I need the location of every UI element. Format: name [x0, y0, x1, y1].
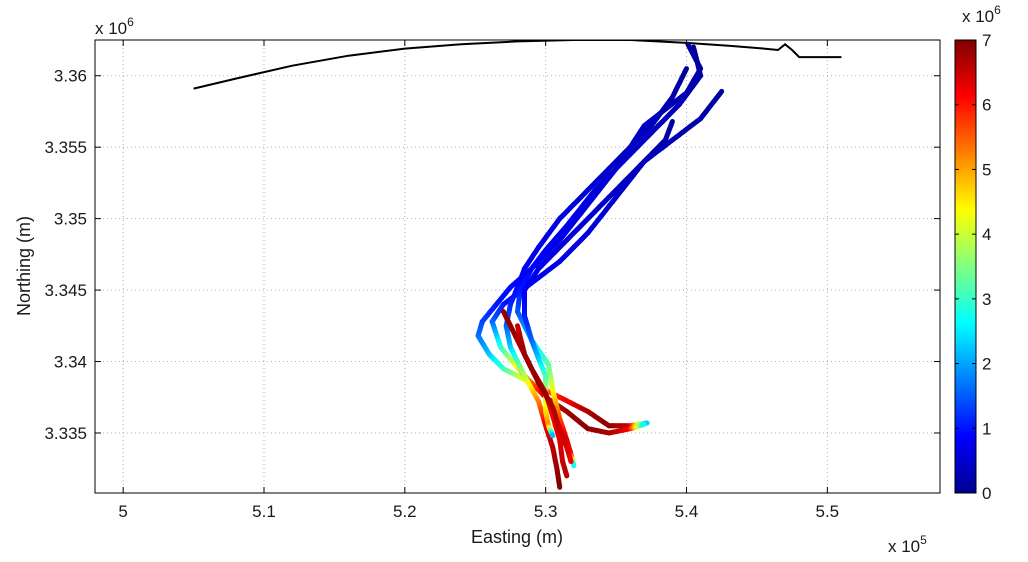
- colorbar-tick-label: 6: [982, 96, 991, 115]
- track-segment: [643, 424, 645, 425]
- colorbar-tick-label: 1: [982, 419, 991, 438]
- colorbar-tick-label: 7: [982, 31, 991, 50]
- y-axis-label: Northing (m): [14, 216, 34, 316]
- y-tick-label: 3.345: [44, 281, 87, 300]
- track-segment: [552, 435, 553, 436]
- x-tick-label: 5.4: [675, 502, 699, 521]
- y-tick-label: 3.355: [44, 138, 87, 157]
- track-segment: [571, 460, 572, 462]
- y-tick-label: 3.335: [44, 424, 87, 443]
- x-axis-label: Easting (m): [471, 527, 563, 547]
- colorbar-tick-label: 2: [982, 355, 991, 374]
- colorbar-tick-label: 0: [982, 484, 991, 503]
- x-tick-label: 5.5: [816, 502, 840, 521]
- colorbar-tick-label: 4: [982, 225, 991, 244]
- x-tick-label: 5: [118, 502, 127, 521]
- y-tick-label: 3.36: [54, 67, 87, 86]
- colorbar-tick-label: 3: [982, 290, 991, 309]
- track-segment: [566, 474, 567, 476]
- x-tick-label: 5.3: [534, 502, 558, 521]
- colorbar-tick-label: 5: [982, 160, 991, 179]
- x-tick-label: 5.2: [393, 502, 417, 521]
- colorbar: [955, 40, 976, 493]
- y-tick-label: 3.35: [54, 210, 87, 229]
- x-tick-label: 5.1: [252, 502, 276, 521]
- y-tick-label: 3.34: [54, 353, 87, 372]
